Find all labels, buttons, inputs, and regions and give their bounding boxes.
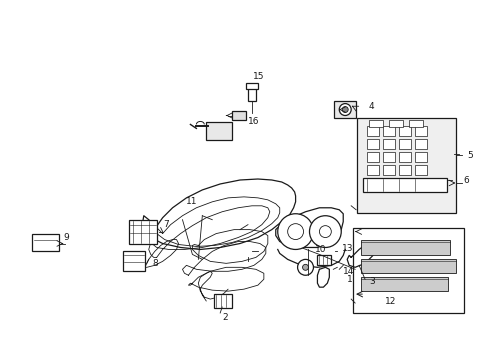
Text: 6: 6: [462, 176, 468, 185]
Circle shape: [302, 264, 308, 270]
Bar: [214, 294, 232, 308]
Bar: [362, 178, 447, 192]
Bar: [382, 126, 394, 136]
Text: 11: 11: [186, 197, 198, 206]
Text: 1: 1: [346, 275, 352, 284]
Bar: [368, 121, 382, 127]
Text: 3: 3: [368, 277, 374, 286]
Bar: [122, 251, 144, 271]
Text: 8: 8: [152, 259, 158, 268]
Bar: [414, 152, 426, 162]
Bar: [232, 111, 245, 121]
Bar: [334, 100, 355, 118]
Bar: [414, 139, 426, 149]
Text: 15: 15: [252, 72, 264, 81]
Text: 12: 12: [384, 297, 395, 306]
Bar: [352, 228, 463, 313]
Bar: [414, 126, 426, 136]
Text: 13: 13: [342, 244, 353, 253]
Circle shape: [277, 214, 313, 249]
Bar: [360, 260, 455, 273]
Bar: [398, 139, 410, 149]
Bar: [245, 83, 257, 89]
Bar: [317, 255, 331, 265]
Bar: [360, 239, 449, 255]
Circle shape: [309, 216, 341, 247]
Bar: [366, 152, 378, 162]
Bar: [32, 234, 60, 251]
Bar: [206, 122, 232, 140]
Bar: [382, 152, 394, 162]
Text: 2: 2: [222, 314, 227, 323]
Bar: [408, 121, 422, 127]
Text: 14: 14: [343, 267, 354, 276]
Circle shape: [342, 107, 347, 113]
Bar: [388, 121, 402, 127]
Bar: [382, 139, 394, 149]
Text: 4: 4: [368, 102, 374, 111]
Text: 10: 10: [314, 245, 325, 254]
Bar: [360, 277, 447, 291]
Bar: [414, 165, 426, 175]
Bar: [366, 139, 378, 149]
Text: 9: 9: [63, 233, 69, 242]
Text: 16: 16: [247, 117, 259, 126]
Bar: [398, 126, 410, 136]
Bar: [398, 152, 410, 162]
Bar: [398, 165, 410, 175]
Circle shape: [297, 260, 313, 275]
Circle shape: [287, 224, 303, 239]
Bar: [129, 220, 156, 243]
Bar: [366, 165, 378, 175]
Circle shape: [339, 104, 350, 116]
Text: 5: 5: [467, 151, 472, 160]
Text: 7: 7: [163, 220, 169, 229]
Bar: [382, 165, 394, 175]
Bar: [247, 87, 255, 100]
Bar: [356, 118, 455, 213]
Circle shape: [319, 226, 331, 238]
Bar: [366, 126, 378, 136]
